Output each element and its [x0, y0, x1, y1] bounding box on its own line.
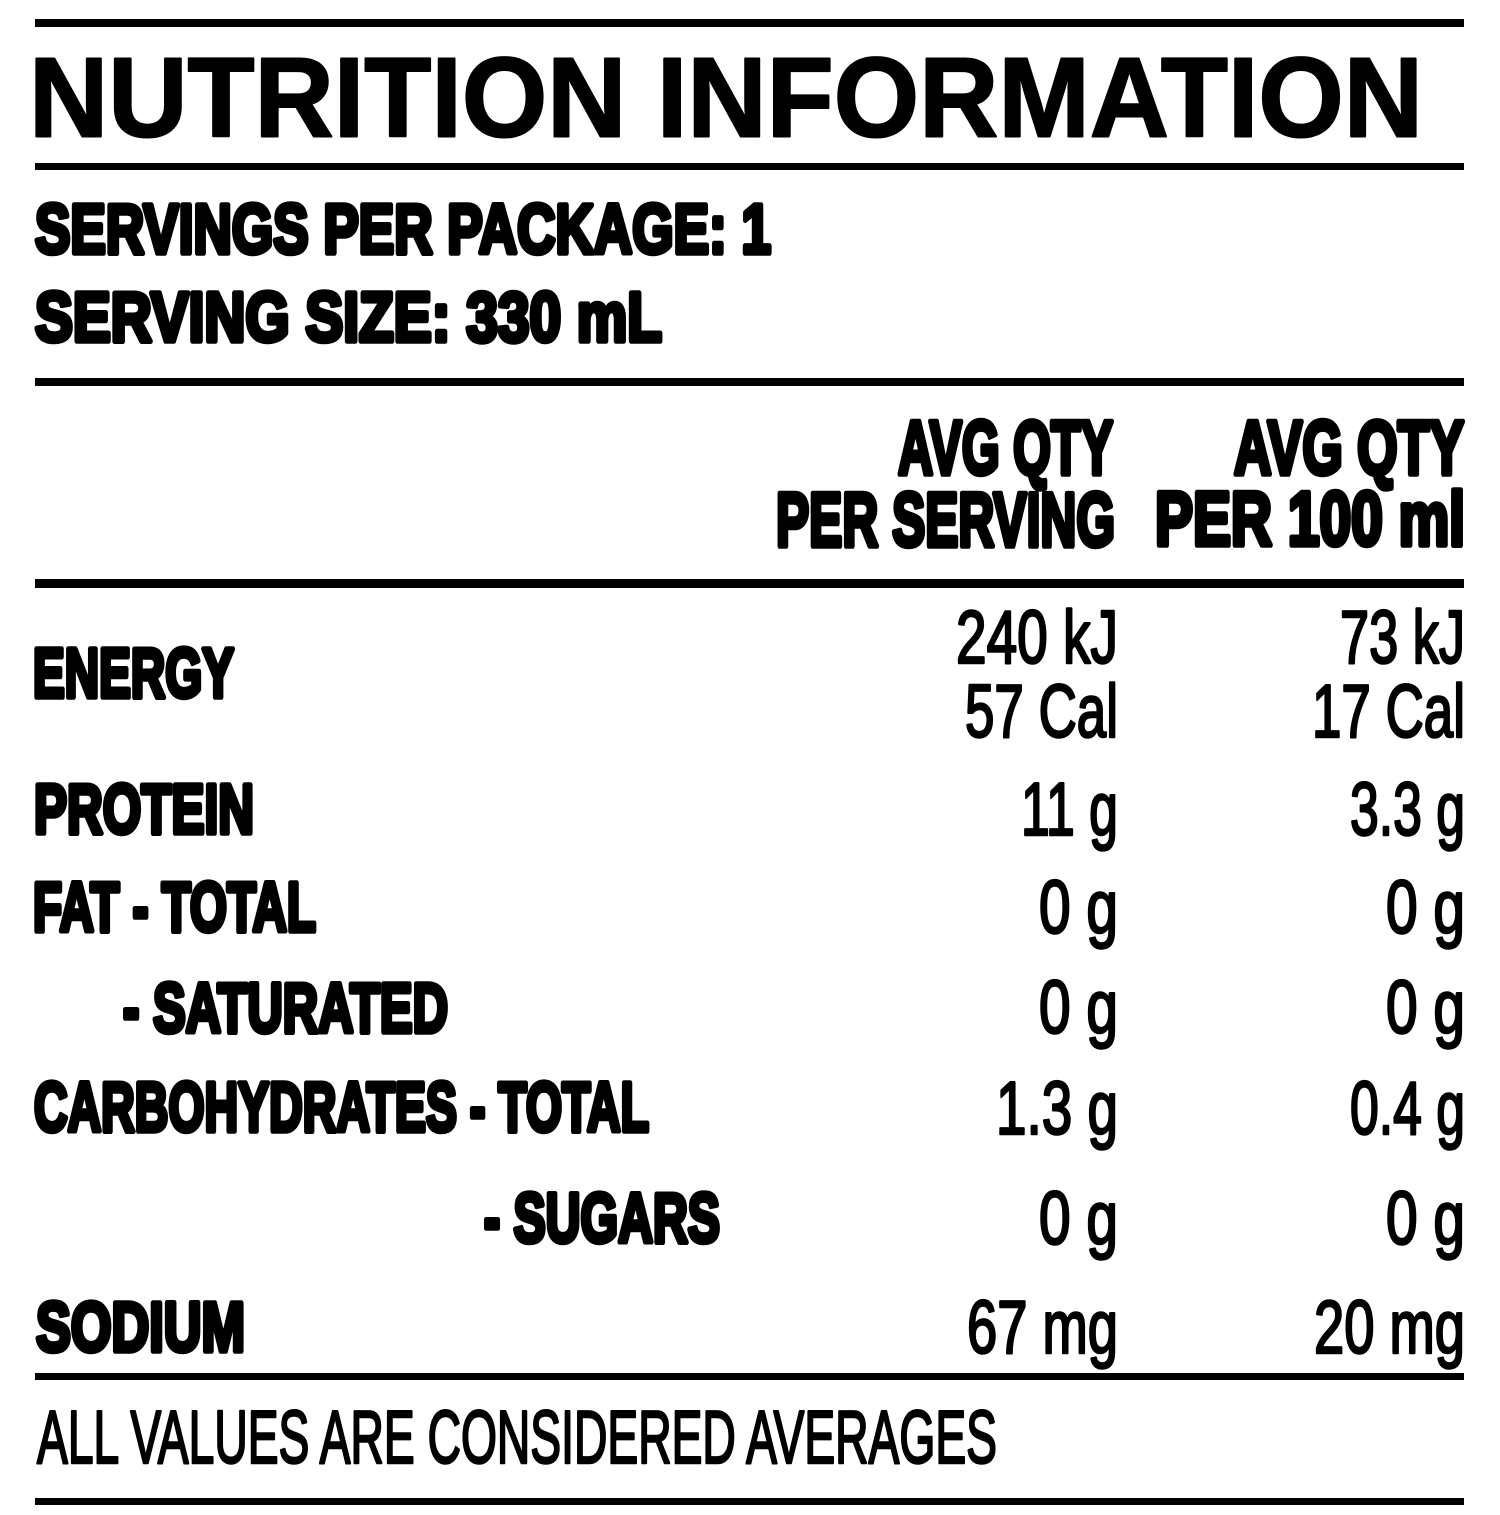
svg-text:20 mg: 20 mg	[1314, 1285, 1465, 1369]
svg-text:- SUGARS: - SUGARS	[484, 1179, 720, 1257]
svg-text:240 kJ: 240 kJ	[956, 595, 1118, 679]
svg-text:73 kJ: 73 kJ	[1340, 595, 1465, 679]
svg-text:SERVING SIZE: 330 mL: SERVING SIZE: 330 mL	[35, 278, 662, 356]
svg-text:0.4 g: 0.4 g	[1350, 1066, 1465, 1150]
svg-text:0 g: 0 g	[1039, 865, 1118, 949]
svg-text:ENERGY: ENERGY	[33, 634, 234, 712]
svg-text:3.3 g: 3.3 g	[1350, 767, 1465, 851]
svg-text:PER SERVING: PER SERVING	[776, 478, 1115, 563]
svg-text:0 g: 0 g	[1039, 1176, 1118, 1260]
svg-text:17 Cal: 17 Cal	[1312, 669, 1465, 753]
svg-text:1.3 g: 1.3 g	[996, 1066, 1118, 1150]
svg-text:0 g: 0 g	[1386, 965, 1465, 1049]
svg-text:CARBOHYDRATES - TOTAL: CARBOHYDRATES - TOTAL	[34, 1068, 649, 1146]
svg-text:67 mg: 67 mg	[967, 1285, 1118, 1369]
svg-text:0 g: 0 g	[1386, 865, 1465, 949]
svg-text:SODIUM: SODIUM	[36, 1288, 245, 1366]
svg-text:PER 100 ml: PER 100 ml	[1155, 477, 1465, 562]
svg-text:- SATURATED: - SATURATED	[123, 969, 448, 1047]
svg-text:11 g: 11 g	[1021, 767, 1118, 851]
svg-text:PROTEIN: PROTEIN	[34, 770, 254, 848]
svg-text:FAT - TOTAL: FAT - TOTAL	[33, 868, 316, 946]
svg-text:NUTRITION INFORMATION: NUTRITION INFORMATION	[29, 35, 1423, 161]
svg-text:AVG QTY: AVG QTY	[1234, 406, 1464, 491]
svg-text:ALL VALUES ARE CONSIDERED AVER: ALL VALUES ARE CONSIDERED AVERAGES	[37, 1395, 997, 1479]
svg-text:AVG QTY: AVG QTY	[898, 406, 1113, 491]
svg-text:0 g: 0 g	[1386, 1176, 1465, 1260]
svg-text:0 g: 0 g	[1039, 965, 1118, 1049]
svg-text:57 Cal: 57 Cal	[965, 669, 1118, 753]
svg-text:SERVINGS PER PACKAGE: 1: SERVINGS PER PACKAGE: 1	[35, 190, 771, 268]
